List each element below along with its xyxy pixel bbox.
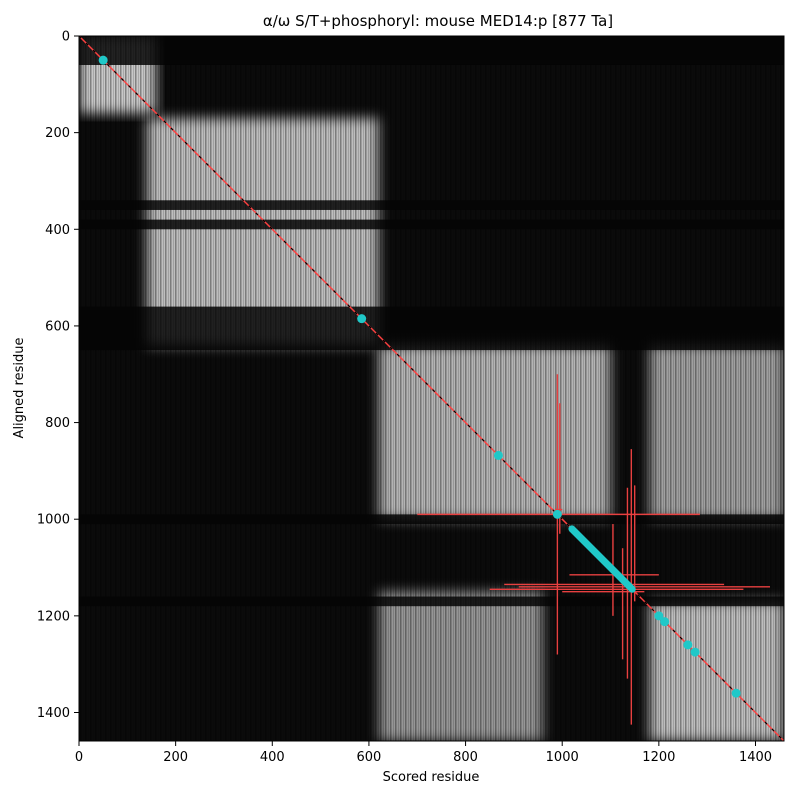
x-axis: 0 200 400 600 800 1000 1200 1400 [75, 741, 772, 765]
x-tick-label: 1400 [739, 750, 772, 765]
dark-band [79, 306, 784, 351]
dark-band [79, 596, 784, 607]
y-tick-label: 1200 [37, 609, 70, 624]
plot-area [78, 35, 785, 742]
chart-title: α/ω S/T+phosphoryl: mouse MED14:p [877 T… [263, 12, 613, 30]
x-axis-label: Scored residue [383, 770, 480, 785]
phosphosite-point [660, 617, 670, 627]
phosphosite-point [98, 55, 108, 65]
x-tick-label: 1200 [642, 750, 675, 765]
phosphosite-point [552, 509, 562, 519]
x-tick-label: 200 [163, 750, 188, 765]
x-tick-label: 600 [357, 750, 382, 765]
phosphosite-markers [98, 55, 741, 698]
phosphosite-point [357, 314, 367, 324]
dark-band [79, 36, 784, 65]
dark-bands [79, 36, 784, 607]
y-axis-label: Aligned residue [12, 338, 27, 439]
y-tick-label: 200 [45, 126, 70, 141]
phosphosite-point [654, 611, 664, 621]
x-tick-label: 0 [75, 750, 83, 765]
y-tick-label: 400 [45, 223, 70, 238]
dark-band [79, 514, 784, 525]
y-tick-label: 800 [45, 416, 70, 431]
plot-frame [78, 35, 785, 742]
phosphosite-segment [568, 525, 636, 593]
dark-band [79, 200, 784, 210]
y-tick-label: 1000 [37, 513, 70, 528]
dark-band [79, 219, 784, 230]
x-tick-label: 400 [260, 750, 285, 765]
y-tick-label: 1400 [37, 706, 70, 721]
y-tick-label: 0 [62, 30, 70, 45]
y-tick-label: 600 [45, 319, 70, 334]
x-tick-label: 800 [453, 750, 478, 765]
x-tick-label: 1000 [546, 750, 579, 765]
y-axis: 0 200 400 600 800 1000 1200 1400 [37, 30, 79, 721]
phosphosite-point [493, 450, 503, 460]
phosphosite-point [690, 647, 700, 657]
phosphosite-point [731, 688, 741, 698]
phosphosite-point [683, 640, 693, 650]
